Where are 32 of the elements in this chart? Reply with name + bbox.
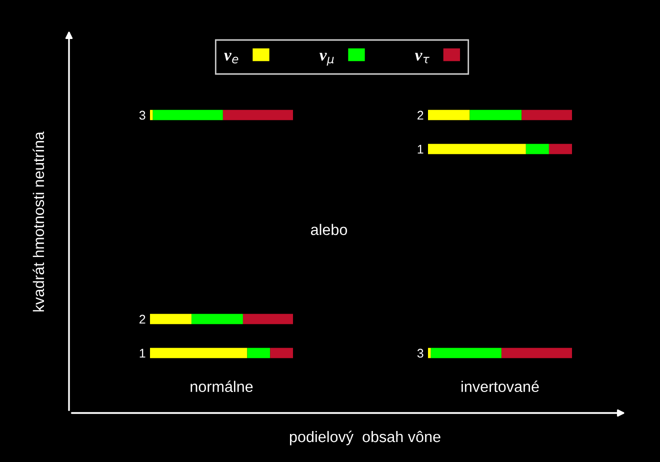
text: invertované (462, 380, 539, 392)
bar (428, 144, 526, 154)
bar (430, 348, 502, 358)
bar (522, 110, 572, 120)
bar (526, 144, 549, 154)
y-tick-label: 3 (139, 110, 146, 120)
bar (191, 314, 243, 324)
bar (150, 110, 153, 120)
bar (150, 348, 248, 358)
bar (470, 110, 522, 120)
text: alebo (310, 224, 348, 236)
bar (242, 314, 293, 324)
bar (501, 348, 572, 358)
y-tick-label: 2 (140, 314, 146, 324)
bar (428, 348, 431, 358)
bar (270, 348, 293, 358)
y-tick-label: 3 (417, 348, 424, 358)
legend-label: ν$_{τ}$ (414, 52, 430, 64)
bar (428, 110, 470, 120)
y-tick-label: 1 (418, 144, 424, 154)
bar (150, 314, 192, 324)
bar (222, 110, 293, 120)
y-axis-title: kvadrát hmotnosti neutrína (32, 132, 44, 312)
bar (247, 348, 270, 358)
x-axis-title: podielový obsah vône (290, 430, 440, 446)
text: normálne (190, 380, 253, 392)
y-tick-label: 2 (418, 110, 424, 120)
legend-label: ν$_{μ}$ (319, 52, 334, 66)
bar (152, 110, 223, 120)
bar (548, 144, 572, 154)
y-tick-label: 1 (140, 348, 146, 358)
legend-label: ν$_{e}$ (224, 52, 238, 64)
